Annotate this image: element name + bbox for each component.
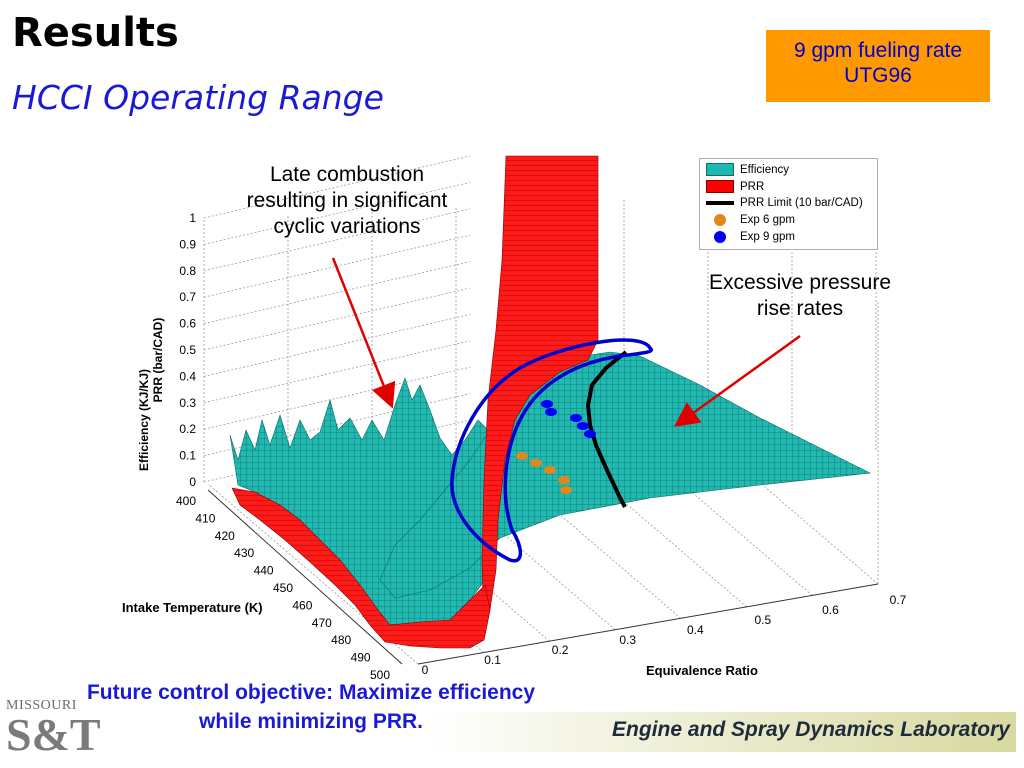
excessive-pressure-callout: Excessive pressure rise rates (684, 270, 916, 322)
y-tick-label: 460 (292, 598, 312, 612)
late-combustion-callout: Late combustion resulting in significant… (216, 162, 478, 240)
legend-item-exp9: Exp 9 gpm (706, 231, 795, 247)
z-tick-label: 0.3 (179, 396, 196, 410)
prr-swatch (706, 180, 734, 193)
legend-label: Exp 6 gpm (740, 214, 795, 226)
legend-item-efficiency: Efficiency (706, 163, 789, 179)
y-tick-label: 440 (254, 564, 274, 578)
prr-limit-swatch (706, 201, 734, 205)
exp9-marker (714, 231, 726, 243)
y-axis-label: Intake Temperature (K) (122, 600, 263, 615)
objective-line-1: Future control objective: Maximize effic… (86, 681, 536, 704)
axis-line (207, 489, 403, 665)
callout-excess-line-1: Excessive pressure (708, 271, 892, 294)
callout-late-line-3: cyclic variations (273, 215, 421, 238)
control-objective: Future control objective: Maximize effic… (16, 678, 606, 736)
callout-late-line-2: resulting in significant (246, 189, 448, 212)
grid-line (203, 208, 471, 272)
legend-item-prr-limit: PRR Limit (10 bar/CAD) (706, 197, 863, 213)
exp6-point (544, 466, 556, 474)
exp9-point (584, 430, 596, 438)
grid-line (203, 155, 471, 219)
exp6-point (558, 476, 570, 484)
z-tick-label: 0.8 (179, 264, 196, 278)
axis-line (417, 583, 879, 665)
legend-label: Exp 9 gpm (740, 231, 795, 243)
exp9-point (545, 408, 557, 416)
objective-line-2: while minimizing PRR. (198, 710, 424, 733)
z-tick-label: 0.5 (179, 343, 196, 357)
grid-line (203, 314, 471, 377)
y-tick-label: 480 (331, 633, 351, 647)
legend-label: Efficiency (740, 163, 790, 176)
exp9-point (570, 414, 582, 422)
grid-line (203, 366, 471, 430)
lab-name: Engine and Spray Dynamics Laboratory (612, 718, 1010, 741)
info-box-line-2: UTG96 (844, 64, 912, 87)
legend-item-prr: PRR (706, 180, 764, 196)
grid-line (203, 287, 471, 351)
z-tick-label: 0 (189, 475, 196, 489)
z-tick-label: 0.9 (179, 237, 196, 251)
x-tick-label: 0.2 (552, 643, 569, 657)
legend-label: PRR Limit (10 bar/CAD) (740, 197, 863, 209)
z-tick-label: 0.7 (179, 290, 196, 304)
x-tick-label: 0.7 (890, 593, 907, 607)
exp6-marker (714, 214, 726, 226)
fueling-info-box: 9 gpm fueling rate UTG96 (766, 30, 990, 102)
prr-wall (481, 155, 599, 641)
y-tick-label: 430 (234, 546, 254, 560)
prr-base (231, 487, 491, 649)
footer-bar (170, 712, 1016, 752)
exp6-point (516, 452, 528, 460)
x-tick-label: 0.3 (619, 633, 636, 647)
x-tick-label: 0.6 (822, 603, 839, 617)
slide-title: Results (12, 10, 179, 56)
slide-subtitle: HCCI Operating Range (12, 78, 384, 117)
z-tick-label: 0.1 (179, 449, 196, 463)
x-axis-label: Equivalence Ratio (646, 663, 758, 678)
y-tick-label: 490 (351, 651, 371, 665)
x-tick-label: 0.5 (755, 613, 772, 627)
excessive-prr-arrow (673, 334, 801, 427)
y-tick-label: 400 (176, 494, 196, 508)
z-tick-label: 1 (189, 211, 196, 225)
x-tick-label: 0.1 (484, 653, 501, 667)
y-tick-label: 420 (215, 529, 235, 543)
experimental-points (516, 400, 596, 494)
y-tick-label: 470 (312, 616, 332, 630)
z-axis-label-line-2: PRR (bar/CAD) (151, 318, 165, 403)
highlight-loop (450, 338, 653, 563)
exp9-point (541, 400, 553, 408)
university-logo-mark: S&T (6, 709, 101, 760)
z-tick-label: 0.4 (179, 369, 196, 383)
exp9-point (577, 422, 589, 430)
grid-line (203, 340, 471, 404)
z-tick-label: 0.2 (179, 422, 196, 436)
exp6-point (560, 486, 572, 494)
z-axis-label-line-1: Efficiency (KJ/KJ) (137, 369, 151, 471)
y-tick-label: 410 (195, 511, 215, 525)
legend-label: PRR (740, 180, 765, 193)
y-tick-label: 500 (370, 668, 390, 682)
grid-line (203, 261, 471, 324)
callout-late-line-1: Late combustion (269, 163, 425, 186)
z-tick-label: 0.6 (179, 317, 196, 331)
x-tick-label: 0 (422, 663, 429, 677)
x-tick-label: 0.4 (687, 623, 704, 637)
info-box-line-1: 9 gpm fueling rate (793, 39, 963, 62)
legend-item-exp6: Exp 6 gpm (706, 214, 795, 230)
callout-excess-line-2: rise rates (756, 297, 844, 320)
y-tick-label: 450 (273, 581, 293, 595)
grid-line (203, 182, 471, 245)
exp6-point (530, 459, 542, 467)
university-logo-word: MISSOURI (6, 698, 77, 713)
chart-legend: Efficiency PRR PRR Limit (10 bar/CAD) Ex… (699, 158, 878, 250)
efficiency-swatch (706, 163, 734, 176)
late-combustion-arrow (331, 257, 396, 409)
